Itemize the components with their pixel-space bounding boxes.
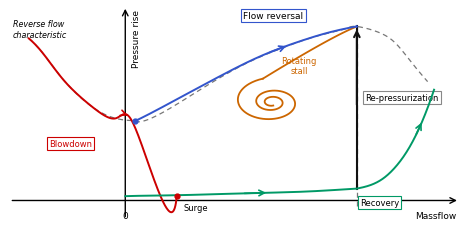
Text: Rotating
stall: Rotating stall	[281, 56, 317, 76]
Text: Blowdown: Blowdown	[49, 140, 92, 149]
Text: Recovery: Recovery	[360, 198, 399, 207]
Text: Pressure rise: Pressure rise	[132, 10, 141, 67]
Text: 0: 0	[122, 211, 128, 220]
Text: Re-pressurization: Re-pressurization	[365, 94, 438, 103]
Text: Flow reversal: Flow reversal	[243, 12, 303, 21]
Text: Surge: Surge	[183, 203, 208, 212]
Text: Massflow: Massflow	[415, 211, 456, 220]
Text: Reverse flow
characteristic: Reverse flow characteristic	[13, 20, 67, 40]
